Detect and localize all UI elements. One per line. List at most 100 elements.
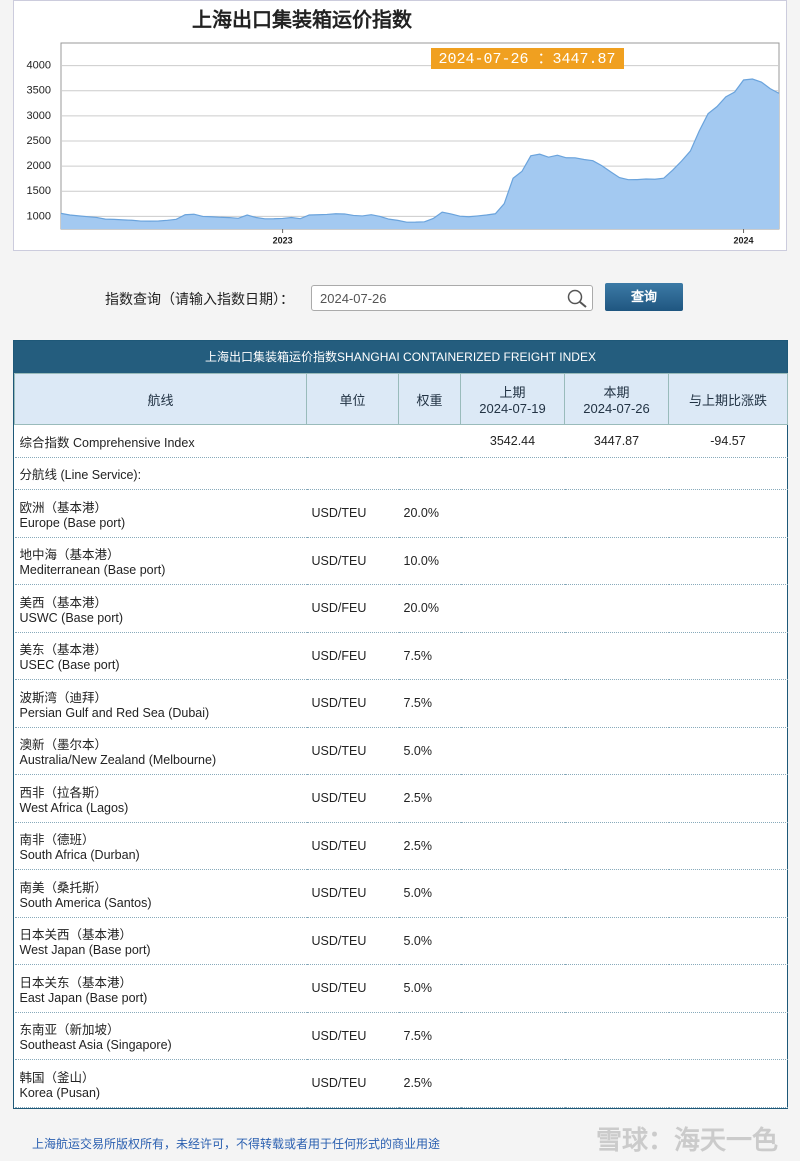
route-cn: 澳新（墨尔本） — [19, 738, 108, 753]
cell — [564, 869, 669, 918]
cell — [668, 1012, 788, 1060]
cell — [668, 1059, 788, 1108]
cell — [460, 679, 565, 728]
cell — [306, 424, 399, 458]
unit: USD/TEU — [306, 727, 399, 775]
table-title: 上海出口集装箱运价指数SHANGHAI CONTAINERIZED FREIGH… — [14, 341, 787, 373]
cell — [460, 584, 565, 633]
cell — [668, 869, 788, 918]
cell — [564, 1012, 669, 1060]
cell — [460, 917, 565, 965]
search-icon — [567, 289, 587, 308]
watermark: 雪球：海天一色 — [595, 1125, 778, 1155]
route-row: 东南亚（新加坡） Southeast Asia (Singapore) USD/TE… — [14, 1012, 788, 1060]
route-name: 南美（桑托斯） South America (Santos) — [14, 869, 307, 918]
route-en: Mediterranean (Base port) — [19, 563, 166, 578]
cell — [564, 584, 669, 633]
cell — [668, 774, 788, 823]
route-cn: 南非（德班） — [19, 833, 95, 848]
unit: USD/TEU — [306, 822, 399, 870]
cell — [564, 964, 669, 1013]
route-row: 韩国（釜山） Korea (Pusan) USD/TEU 2.5% — [14, 1059, 788, 1108]
route-name: 综合指数 Comprehensive Index — [14, 424, 307, 458]
route-name: 韩国（釜山） Korea (Pusan) — [14, 1059, 307, 1108]
route-en: USWC (Base port) — [19, 610, 124, 625]
route-en: Australia/New Zealand (Melbourne) — [19, 753, 217, 768]
route-row: 西非（拉各斯） West Africa (Lagos) USD/TEU 2.5% — [14, 774, 788, 823]
header-title: 单位 — [339, 392, 366, 408]
weight: 5.0% — [398, 727, 461, 775]
y-tick-label: 4000 — [27, 60, 51, 72]
y-tick-label: 1000 — [27, 210, 51, 222]
date-value: 2024-07-26 — [320, 291, 387, 306]
route-name: 南非（德班） South Africa (Durban) — [14, 822, 307, 870]
route-cn: 韩国（釜山） — [19, 1070, 95, 1085]
route-en: South America (Santos) — [19, 895, 152, 910]
route-en: West Africa (Lagos) — [19, 800, 129, 815]
route-en: East Japan (Base port) — [19, 990, 148, 1005]
weight: 7.5% — [398, 679, 461, 728]
annotation: 2024-07-26 ：3447.87 — [438, 51, 615, 68]
cell — [564, 632, 669, 680]
value-cell: 3542.44 — [460, 424, 565, 458]
cell — [668, 917, 788, 965]
route-name: 欧洲（基本港） Europe (Base port) — [14, 489, 307, 538]
unit: USD/FEU — [306, 584, 399, 633]
value-cell: 3447.87 — [564, 424, 669, 458]
unit: USD/TEU — [306, 679, 399, 728]
unit: USD/TEU — [306, 869, 399, 918]
route-en: Europe (Base port) — [19, 515, 126, 530]
header-cell: 航线 — [14, 373, 307, 425]
route-en: Persian Gulf and Red Sea (Dubai) — [19, 705, 210, 720]
cell — [564, 727, 669, 775]
route-en: USEC (Base port) — [19, 658, 120, 673]
header-title: 航线 — [147, 392, 174, 408]
unit: USD/TEU — [306, 489, 399, 538]
x-tick-label: 2024 — [734, 235, 754, 245]
composite-row: 综合指数 Comprehensive Index 3542.44 3447.87 -9… — [14, 424, 788, 458]
cell — [668, 537, 788, 585]
weight: 2.5% — [398, 774, 461, 823]
cell — [564, 774, 669, 823]
header-title: 权重 — [416, 392, 443, 408]
cell — [460, 822, 565, 870]
annotation-box — [431, 48, 624, 69]
x-tick-label: 2023 — [273, 235, 293, 245]
line — [60, 78, 780, 223]
route-cn: 东南亚（新加坡） — [19, 1023, 120, 1038]
route-name: 东南亚（新加坡） Southeast Asia (Singapore) — [14, 1012, 307, 1060]
weight: 5.0% — [398, 869, 461, 918]
unit: USD/TEU — [306, 537, 399, 585]
table: 航线 单位 权重 上期 2024-07-19 本期 2024-07-26 与上期比涨跌 综合指… — [14, 373, 788, 1108]
cell — [460, 489, 565, 538]
cell — [564, 1059, 669, 1108]
route-cn: 美东（基本港） — [19, 643, 108, 658]
route-row: 日本关西（基本港） West Japan (Base port) USD/TEU 5.… — [14, 917, 788, 965]
date-input[interactable]: 2024-07-26 — [311, 285, 593, 311]
route-name: 美东（基本港） USEC (Base port) — [14, 632, 307, 680]
query-button[interactable]: 查询 — [605, 283, 683, 311]
header-title: 与上期比涨跌 — [688, 392, 767, 408]
header-cell: 单位 — [306, 373, 399, 425]
query-form: 指数查询（请输入指数日期）： 2024-07-26 查询 — [0, 283, 800, 313]
unit: USD/FEU — [306, 632, 399, 680]
query-label: 指数查询（请输入指数日期）： — [105, 291, 294, 307]
route-row: 欧洲（基本港） Europe (Base port) USD/TEU 20.0% — [14, 489, 788, 538]
cell — [460, 964, 565, 1013]
cell — [564, 489, 669, 538]
route-cn: 日本关东（基本港） — [19, 975, 133, 990]
unit: USD/TEU — [306, 1012, 399, 1060]
cell — [460, 537, 565, 585]
section-row: 分航线 (Line Service): — [14, 457, 788, 490]
route-cn: 美西（基本港） — [19, 595, 108, 610]
route-name: 日本关西（基本港） West Japan (Base port) — [14, 917, 307, 965]
weight: 10.0% — [398, 537, 461, 585]
route-row: 美西（基本港） USWC (Base port) USD/FEU 20.0% — [14, 584, 788, 633]
cell — [668, 727, 788, 775]
weight: 7.5% — [398, 1012, 461, 1060]
cell — [564, 537, 669, 585]
route-name: 美西（基本港） USWC (Base port) — [14, 584, 307, 633]
unit: USD/TEU — [306, 917, 399, 965]
area — [61, 79, 779, 229]
